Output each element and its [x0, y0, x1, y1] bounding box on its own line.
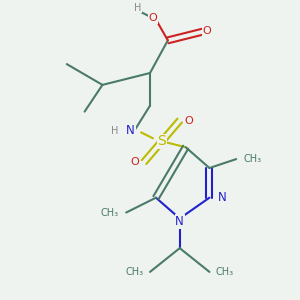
Text: O: O	[202, 26, 211, 37]
Text: O: O	[184, 116, 193, 125]
Text: N: N	[126, 124, 135, 137]
Text: S: S	[158, 134, 166, 148]
Text: CH₃: CH₃	[101, 208, 119, 218]
Text: N: N	[175, 215, 184, 228]
Text: H: H	[111, 126, 119, 136]
Text: O: O	[148, 13, 157, 23]
Text: O: O	[131, 157, 140, 167]
Text: CH₃: CH₃	[244, 154, 262, 164]
Text: N: N	[218, 191, 227, 204]
Text: CH₃: CH₃	[215, 267, 233, 277]
Text: H: H	[134, 3, 142, 13]
Text: CH₃: CH₃	[126, 267, 144, 277]
